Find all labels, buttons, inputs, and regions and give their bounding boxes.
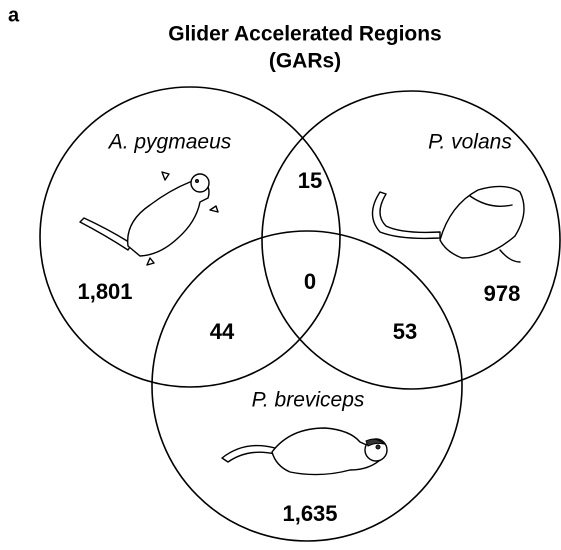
set-label: P. breviceps	[252, 389, 365, 412]
panel-label: a	[8, 4, 20, 26]
set-count: 1,801	[77, 279, 132, 304]
glider-illustration	[221, 427, 388, 476]
glider-illustration	[371, 185, 525, 263]
intersection-count: 44	[210, 319, 235, 344]
intersection-count: 53	[393, 319, 417, 344]
intersection-count: 0	[304, 269, 316, 294]
title: (GARs)	[269, 50, 341, 73]
set-count: 978	[484, 281, 521, 306]
set-circle	[261, 90, 561, 390]
glider-illustration	[79, 171, 219, 266]
intersection-count: 15	[298, 168, 322, 193]
set-label: A. pygmaeus	[107, 131, 232, 154]
set-count: 1,635	[282, 501, 337, 526]
title: Glider Accelerated Regions	[168, 23, 441, 46]
set-circle	[151, 230, 463, 542]
set-circle	[39, 86, 341, 388]
set-label: P. volans	[428, 131, 512, 154]
